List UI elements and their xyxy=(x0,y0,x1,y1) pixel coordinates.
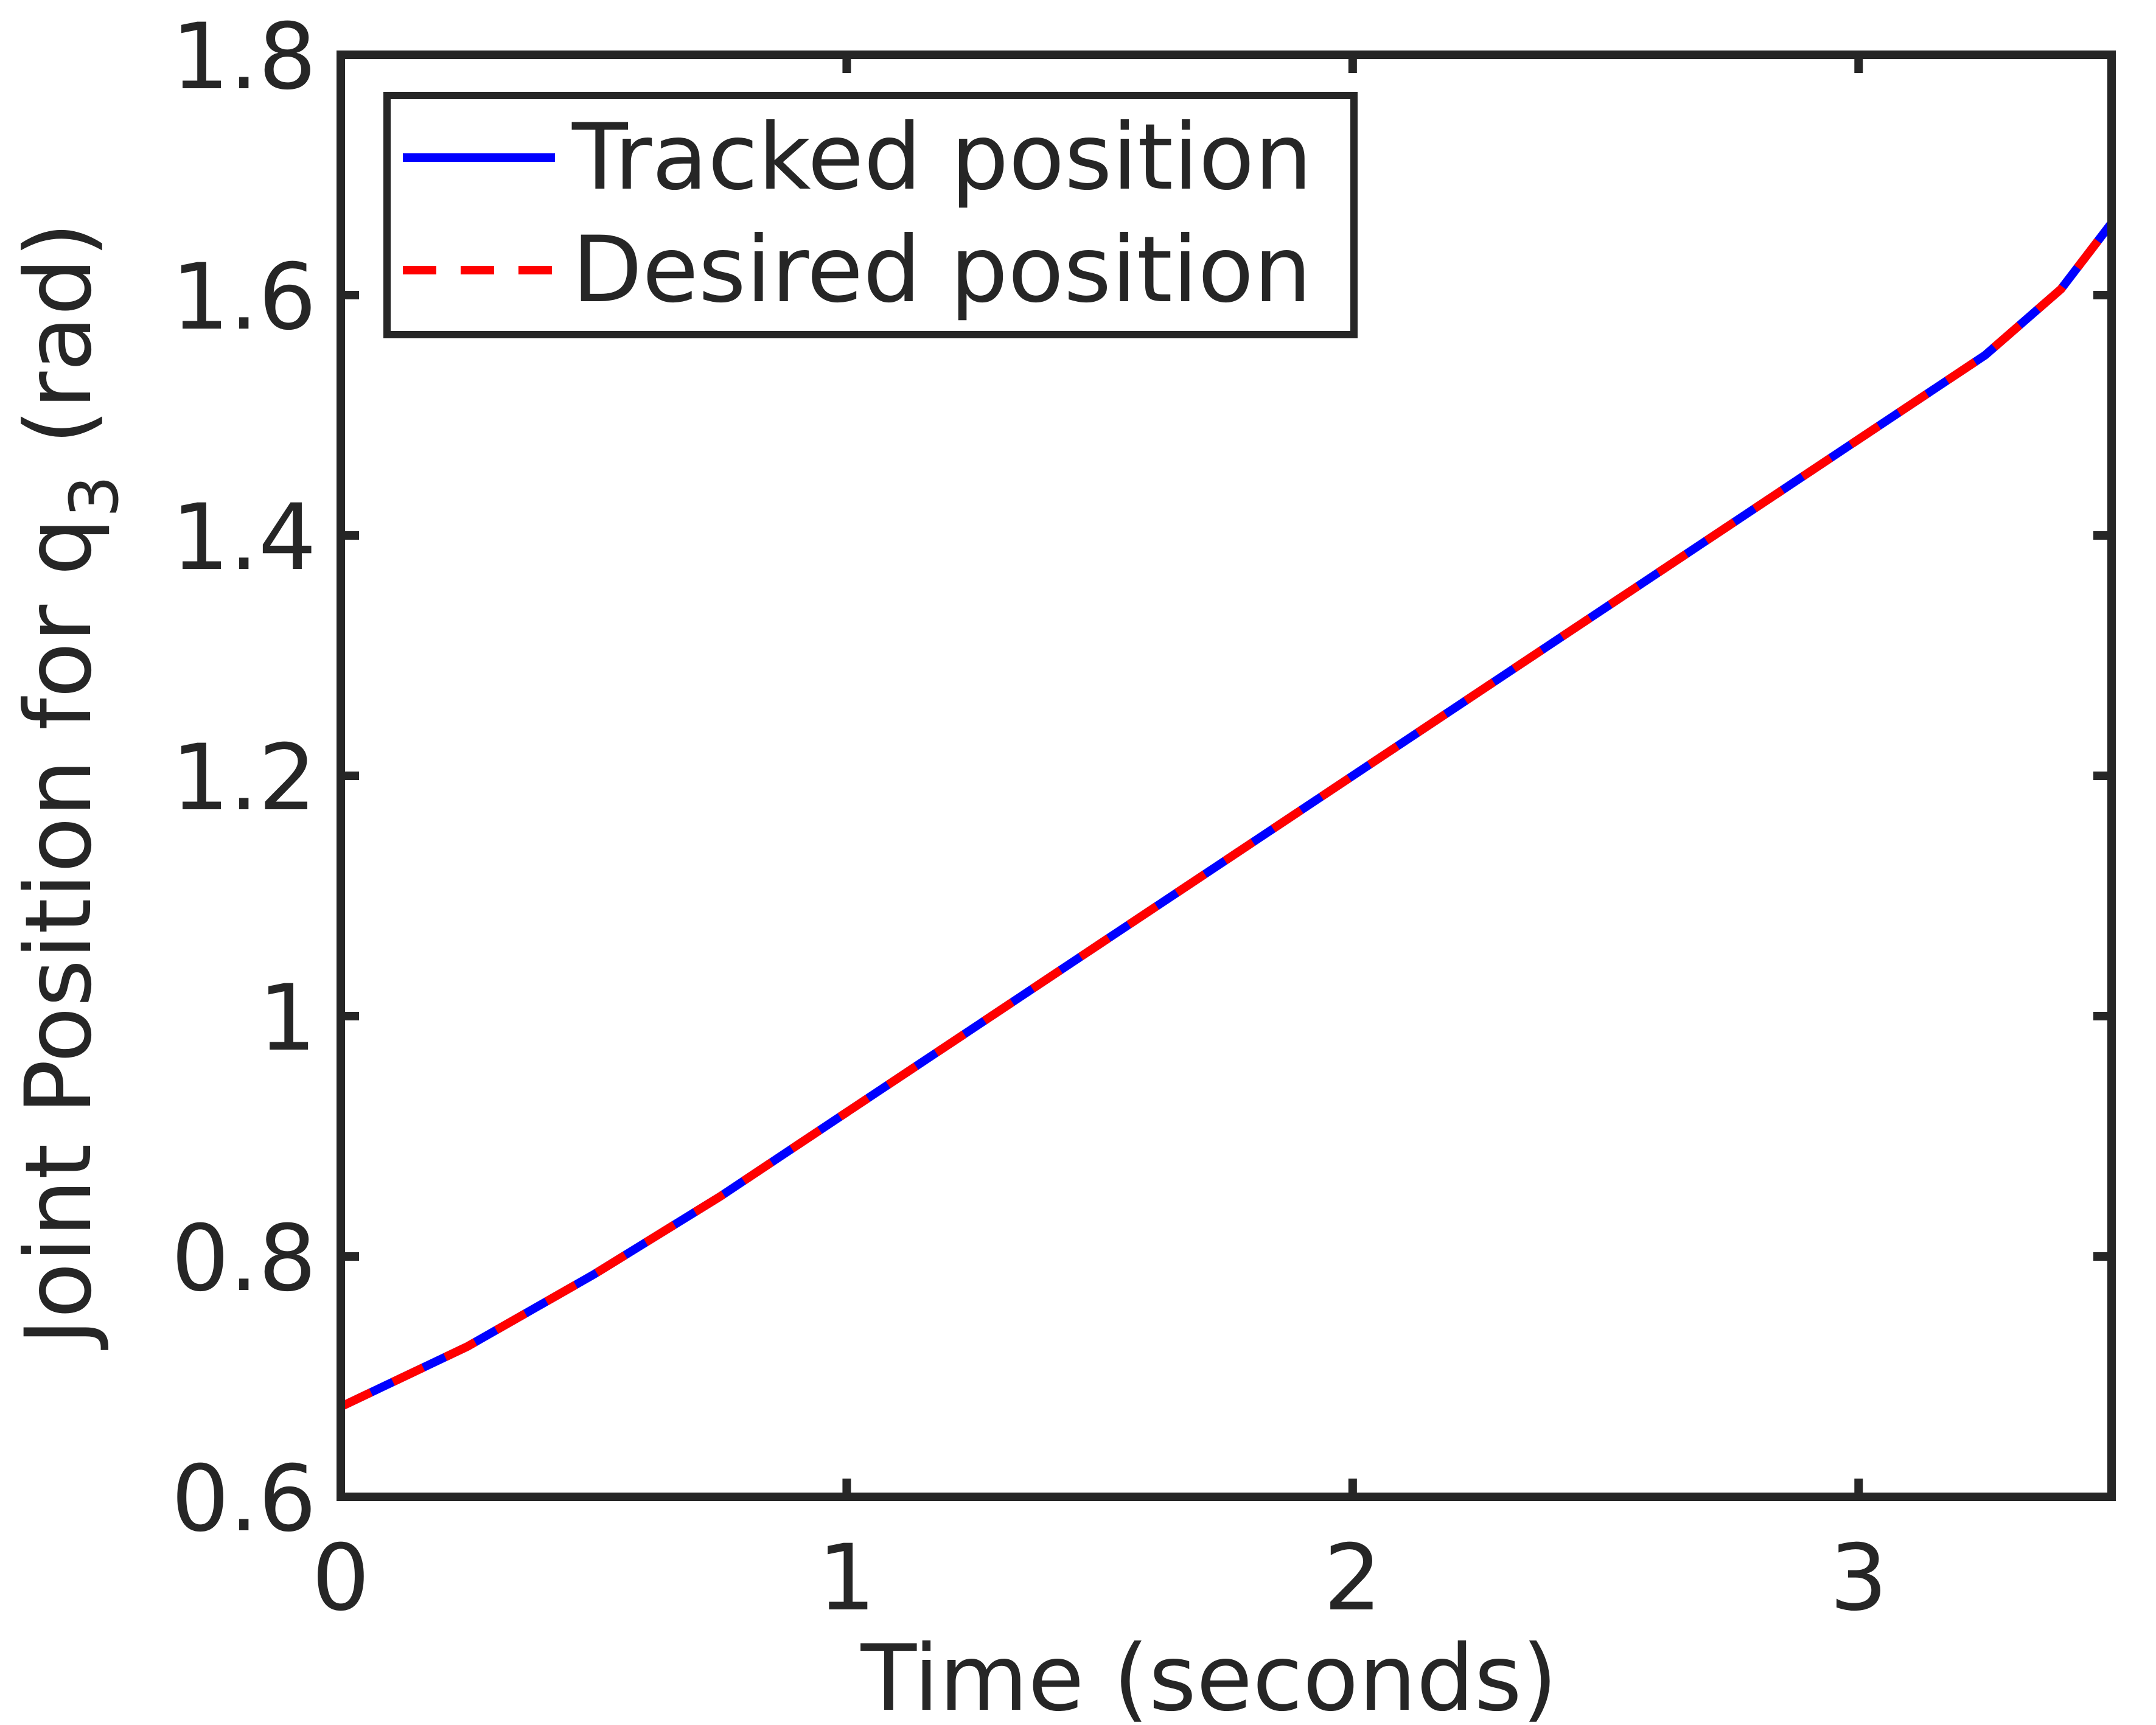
y-tick-label: 0.6 xyxy=(171,1446,316,1552)
legend-label-tracked: Tracked position xyxy=(571,105,1312,211)
legend-label-desired: Desired position xyxy=(572,217,1311,323)
y-tick-label: 1.8 xyxy=(171,4,316,110)
legend: Tracked position Desired position xyxy=(383,92,1358,338)
x-axis-label: Time (seconds) xyxy=(860,1626,1558,1725)
series-lines xyxy=(338,220,2115,1411)
x-tick-label: 3 xyxy=(1830,1525,1888,1631)
series-line-desired xyxy=(338,220,2115,1411)
y-axis-label-main: Joint Position for q xyxy=(6,518,112,1350)
y-tick-label: 1.6 xyxy=(171,245,316,350)
y-tick-label: 0.8 xyxy=(171,1206,316,1312)
y-axis-label-subscript: 3 xyxy=(55,475,133,518)
y-axis-label-unit: (rad) xyxy=(6,222,112,445)
y-tick-label: 1.4 xyxy=(171,485,316,591)
legend-box xyxy=(383,92,1358,338)
axes-frame xyxy=(337,51,2116,1501)
y-tick-label: 1 xyxy=(259,966,316,1072)
y-tick-label: 1.2 xyxy=(171,725,316,831)
x-tick-label: 0 xyxy=(312,1525,369,1631)
y-axis-label: Joint Position for q3 (rad) xyxy=(6,222,133,1350)
x-tick-label: 2 xyxy=(1324,1525,1381,1631)
x-tick-label: 1 xyxy=(818,1525,876,1631)
tick-labels: 0 1 2 3 0.6 0.8 1 1.2 1.4 1.6 1.8 xyxy=(171,4,1888,1631)
